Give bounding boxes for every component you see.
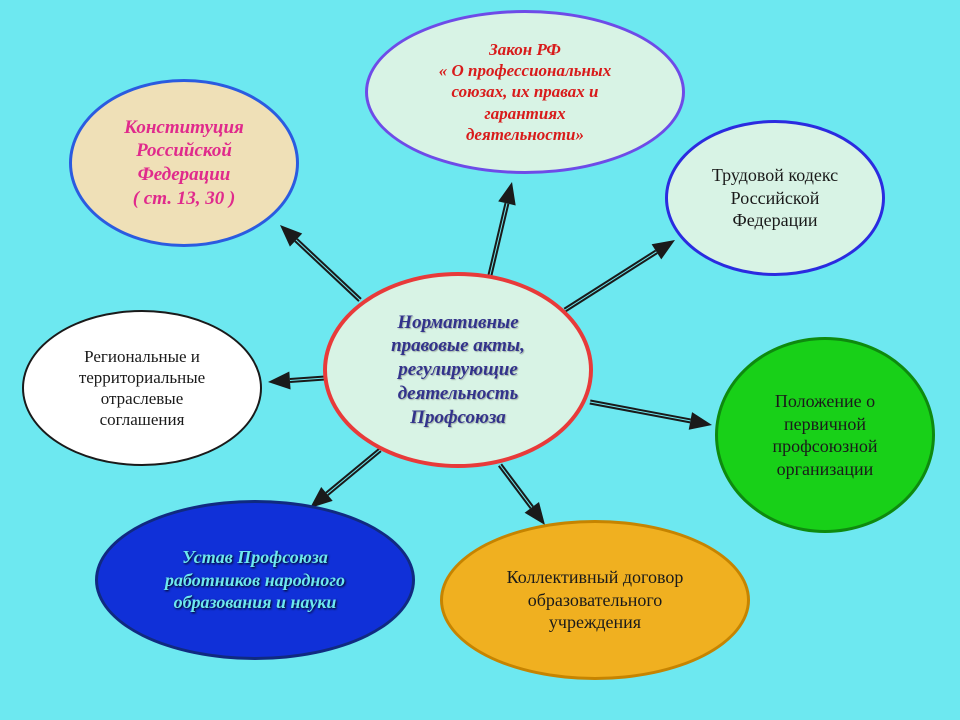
node-constitution: КонституцияРоссийскойФедерации( ст. 13, … [69, 79, 299, 247]
node-charter-label: Устав Профсоюзаработников народногообраз… [165, 546, 345, 614]
node-constitution-label: КонституцияРоссийскойФедерации( ст. 13, … [124, 116, 244, 211]
node-regional: Региональные итерриториальныеотраслевыес… [22, 310, 262, 466]
node-provision: Положение опервичнойпрофсоюзнойорганизац… [715, 337, 935, 533]
node-law_rf: Закон РФ« О профессиональныхсоюзах, их п… [365, 10, 685, 174]
center-node-label: Нормативныеправовые акты,регулирующиедея… [391, 311, 525, 430]
diagram-canvas: Нормативныеправовые акты,регулирующиедея… [0, 0, 960, 720]
node-labor_code-label: Трудовой кодексРоссийскойФедерации [712, 164, 838, 232]
node-law_rf-label: Закон РФ« О профессиональныхсоюзах, их п… [439, 39, 611, 145]
node-collective_agreement-label: Коллективный договоробразовательногоучре… [507, 566, 684, 634]
center-node: Нормативныеправовые акты,регулирующиедея… [323, 272, 593, 468]
node-charter: Устав Профсоюзаработников народногообраз… [95, 500, 415, 660]
node-provision-label: Положение опервичнойпрофсоюзнойорганизац… [772, 390, 877, 480]
node-labor_code: Трудовой кодексРоссийскойФедерации [665, 120, 885, 276]
node-collective_agreement: Коллективный договоробразовательногоучре… [440, 520, 750, 680]
node-regional-label: Региональные итерриториальныеотраслевыес… [79, 346, 205, 431]
